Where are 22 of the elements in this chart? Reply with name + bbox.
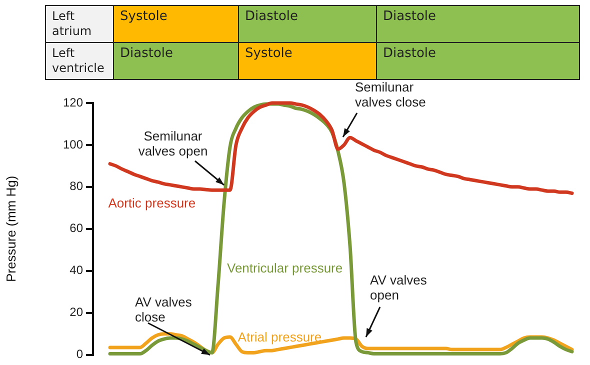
y-tick-label: 60: [70, 221, 84, 236]
annotation: Semilunar valves close: [355, 80, 426, 110]
annotation: AV valves open: [370, 272, 428, 303]
text: Systole: [114, 6, 238, 42]
text: Left ventricle: [46, 42, 114, 80]
y-tick-label: 20: [70, 305, 84, 320]
annotation: AV valves close: [135, 294, 192, 325]
y-axis-title: Pressure (mm Hg): [3, 176, 18, 282]
y-tick-label: 120: [62, 95, 84, 110]
annotation: Semilunar valves open: [138, 128, 208, 159]
y-tick-label: 40: [70, 263, 84, 278]
text: Diastole: [238, 6, 376, 42]
y-tick-label: 100: [62, 137, 84, 152]
y-tick-label: 0: [76, 347, 84, 362]
y-tick-label: 80: [70, 179, 84, 194]
text: Diastole: [376, 42, 580, 80]
text: Systole: [238, 42, 376, 80]
series-label: Ventricular pressure: [227, 260, 343, 276]
text: Diastole: [376, 6, 580, 42]
series-label: Aortic pressure: [108, 195, 196, 210]
text: Diastole: [114, 42, 238, 80]
text: Left atrium: [46, 6, 114, 42]
